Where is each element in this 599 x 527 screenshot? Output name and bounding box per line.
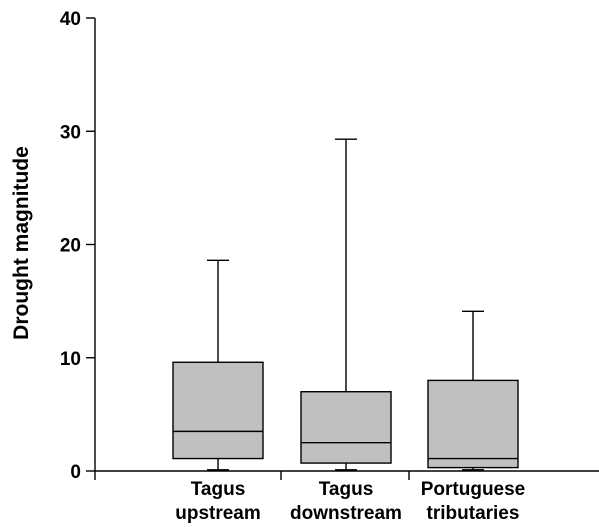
y-axis-title: Drought magnitude: [10, 146, 33, 340]
x-category-label: Portuguese: [421, 479, 526, 500]
box-iqr: [300, 391, 392, 464]
x-category-label: Tagus: [191, 479, 246, 500]
plot-area: 0 10 20 30 40 Tagus upstream Tagus downstream Por…: [60, 9, 599, 524]
y-tick-label: 0: [70, 462, 81, 483]
y-tick-label: 30: [60, 122, 81, 143]
box-iqr: [427, 379, 519, 469]
y-tick-label: 10: [60, 349, 81, 370]
x-category-label: downstream: [290, 503, 402, 524]
x-category-label: Tagus: [319, 479, 374, 500]
y-tick-label: 40: [60, 9, 81, 30]
x-category-label: tributaries: [427, 503, 520, 524]
x-category-label: upstream: [175, 503, 261, 524]
y-tick-label: 20: [60, 236, 81, 257]
box-iqr: [172, 361, 264, 460]
